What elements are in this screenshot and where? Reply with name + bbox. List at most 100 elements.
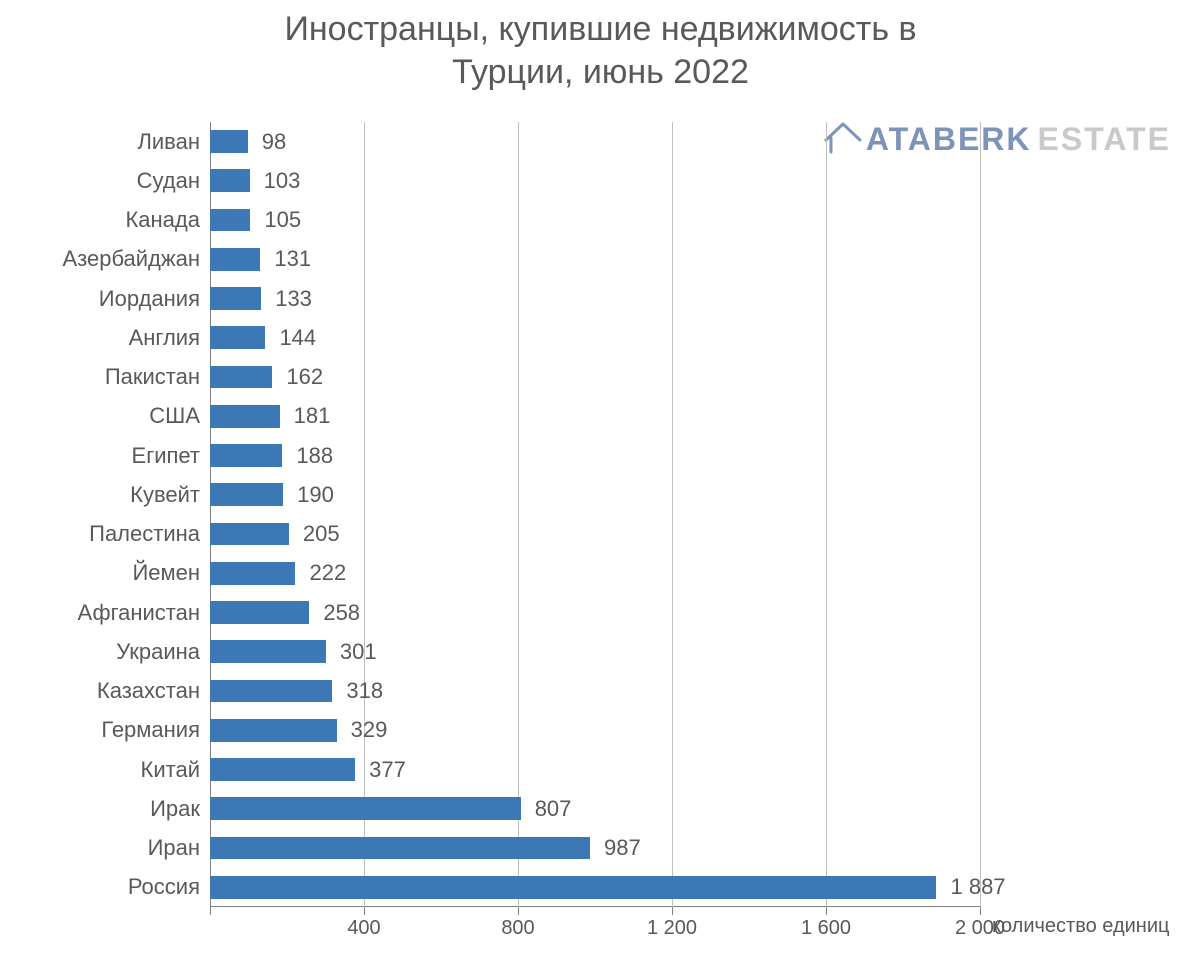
bar-row: Египет188 bbox=[210, 444, 980, 467]
category-label: США bbox=[149, 403, 210, 429]
bar bbox=[210, 601, 309, 624]
x-tick bbox=[826, 907, 827, 915]
value-label: 987 bbox=[604, 835, 641, 861]
category-label: Афганистан bbox=[78, 600, 210, 626]
x-axis-title: количество единиц bbox=[992, 915, 1169, 938]
bar bbox=[210, 366, 272, 389]
category-label: Германия bbox=[101, 717, 210, 743]
bar-row: Йемен222 bbox=[210, 562, 980, 585]
category-label: Иран bbox=[148, 835, 210, 861]
category-label: Азербайджан bbox=[62, 246, 210, 272]
bar-row: Китай377 bbox=[210, 758, 980, 781]
x-tick bbox=[672, 907, 673, 915]
y-axis-line bbox=[210, 122, 211, 907]
grid-line bbox=[364, 122, 365, 907]
bar bbox=[210, 130, 248, 153]
bar-row: Азербайджан131 bbox=[210, 248, 980, 271]
bar bbox=[210, 209, 250, 232]
value-label: 188 bbox=[296, 443, 333, 469]
grid-line bbox=[518, 122, 519, 907]
grid-line bbox=[980, 122, 981, 907]
value-label: 133 bbox=[275, 286, 312, 312]
category-label: Египет bbox=[132, 443, 210, 469]
category-label: Ирак bbox=[150, 796, 210, 822]
category-label: Йемен bbox=[132, 560, 210, 586]
bar bbox=[210, 562, 295, 585]
category-label: Иордания bbox=[99, 286, 210, 312]
bar-row: Германия329 bbox=[210, 719, 980, 742]
bar bbox=[210, 758, 355, 781]
chart-container: Иностранцы, купившие недвижимость в Турц… bbox=[0, 0, 1201, 965]
value-label: 98 bbox=[262, 129, 286, 155]
x-axis-line bbox=[210, 906, 980, 907]
bar bbox=[210, 876, 936, 899]
bar-row: Кувейт190 bbox=[210, 483, 980, 506]
value-label: 301 bbox=[340, 639, 377, 665]
bar bbox=[210, 326, 265, 349]
category-label: Китай bbox=[141, 757, 210, 783]
category-label: Россия bbox=[128, 874, 210, 900]
bar-row: Пакистан162 bbox=[210, 366, 980, 389]
grid-line bbox=[826, 122, 827, 907]
bar bbox=[210, 248, 260, 271]
bar-row: Россия1 887 bbox=[210, 876, 980, 899]
value-label: 807 bbox=[535, 796, 572, 822]
value-label: 105 bbox=[264, 207, 301, 233]
x-tick-label: 1 600 bbox=[801, 917, 851, 940]
x-tick-label: 1 200 bbox=[647, 917, 697, 940]
bar bbox=[210, 169, 250, 192]
bar-row: Афганистан258 bbox=[210, 601, 980, 624]
category-label: Пакистан bbox=[105, 364, 210, 390]
bar bbox=[210, 287, 261, 310]
bar bbox=[210, 837, 590, 860]
value-label: 205 bbox=[303, 521, 340, 547]
bar bbox=[210, 719, 337, 742]
bar bbox=[210, 680, 332, 703]
value-label: 131 bbox=[274, 246, 311, 272]
bar bbox=[210, 523, 289, 546]
value-label: 258 bbox=[323, 600, 360, 626]
bar-row: Иордания133 bbox=[210, 287, 980, 310]
value-label: 190 bbox=[297, 482, 334, 508]
bar bbox=[210, 797, 521, 820]
x-tick-label: 400 bbox=[347, 917, 380, 940]
category-label: Казахстан bbox=[97, 678, 210, 704]
bar bbox=[210, 483, 283, 506]
category-label: Палестина bbox=[89, 521, 210, 547]
logo-estate-text: ESTATE bbox=[1038, 121, 1171, 157]
bar-row: Судан103 bbox=[210, 169, 980, 192]
x-tick bbox=[518, 907, 519, 915]
bar-row: Палестина205 bbox=[210, 523, 980, 546]
bar-row: Казахстан318 bbox=[210, 680, 980, 703]
bar-row: Украина301 bbox=[210, 640, 980, 663]
bar-row: США181 bbox=[210, 405, 980, 428]
value-label: 1 887 bbox=[950, 874, 1005, 900]
value-label: 329 bbox=[351, 717, 388, 743]
category-label: Ливан bbox=[137, 129, 210, 155]
value-label: 377 bbox=[369, 757, 406, 783]
x-tick bbox=[980, 907, 981, 915]
bar bbox=[210, 640, 326, 663]
category-label: Судан bbox=[137, 168, 210, 194]
value-label: 222 bbox=[309, 560, 346, 586]
category-label: Канада bbox=[125, 207, 210, 233]
category-label: Кувейт bbox=[130, 482, 210, 508]
value-label: 103 bbox=[264, 168, 301, 194]
grid-line bbox=[672, 122, 673, 907]
bar-row: Иран987 bbox=[210, 837, 980, 860]
x-tick-label: 800 bbox=[501, 917, 534, 940]
category-label: Украина bbox=[116, 639, 210, 665]
bar-row: Канада105 bbox=[210, 209, 980, 232]
chart-title: Иностранцы, купившие недвижимость в Турц… bbox=[0, 8, 1201, 93]
bar bbox=[210, 444, 282, 467]
value-label: 162 bbox=[286, 364, 323, 390]
bar-row: Ливан98 bbox=[210, 130, 980, 153]
value-label: 318 bbox=[346, 678, 383, 704]
bar-row: Ирак807 bbox=[210, 797, 980, 820]
bar-row: Англия144 bbox=[210, 326, 980, 349]
x-tick bbox=[364, 907, 365, 915]
plot-area: 4008001 2001 6002 000Ливан98Судан103Кана… bbox=[210, 122, 980, 907]
x-tick bbox=[210, 907, 211, 915]
value-label: 181 bbox=[294, 403, 331, 429]
category-label: Англия bbox=[129, 325, 210, 351]
